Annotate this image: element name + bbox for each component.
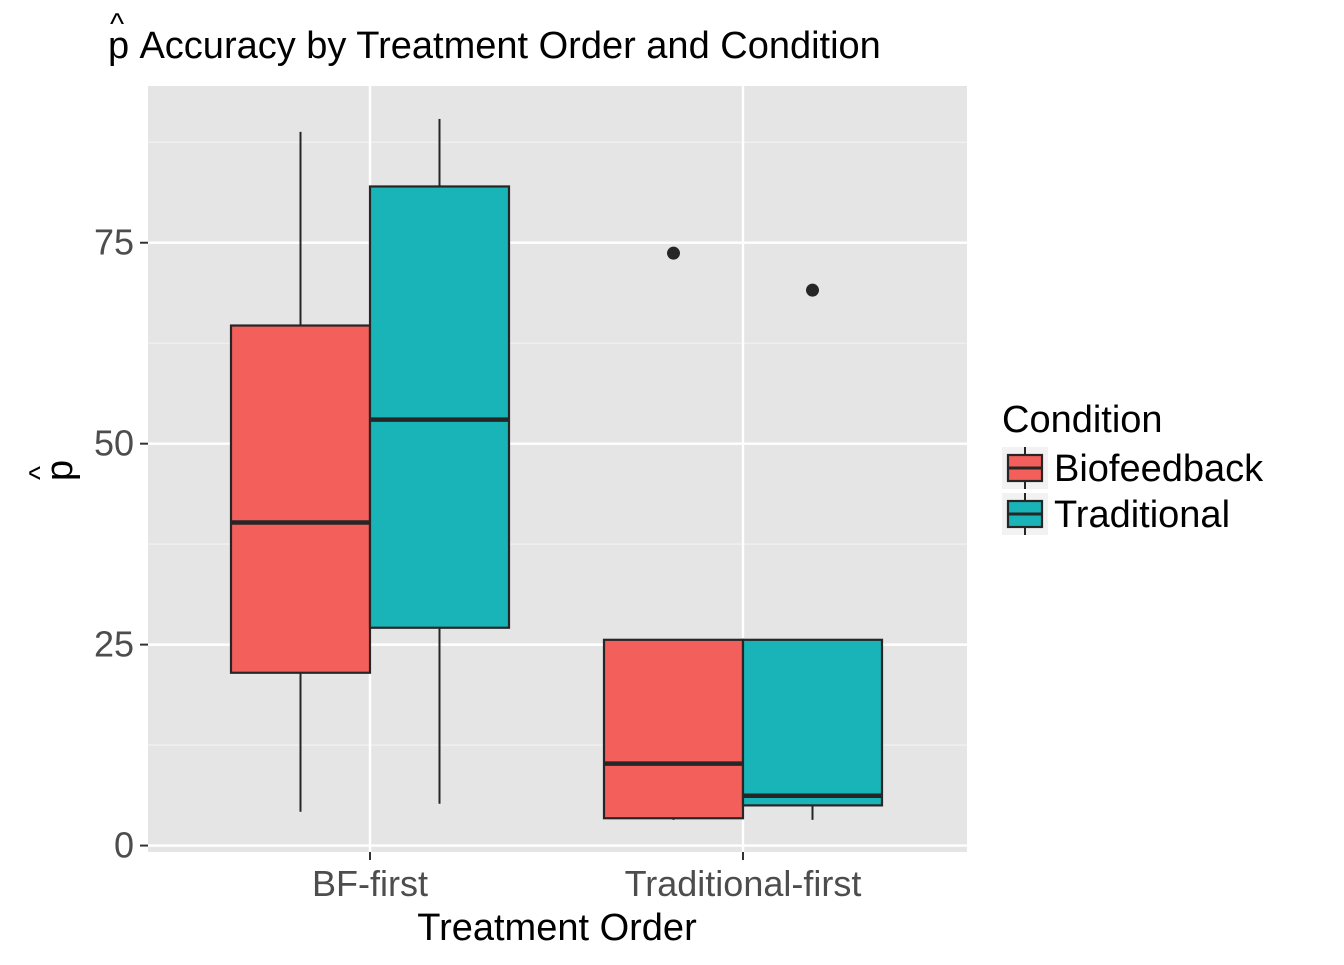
chart-title-mark: ^ <box>110 8 124 41</box>
outlier-point <box>806 283 819 297</box>
chart-title: Accuracy by Treatment Order and Conditio… <box>131 25 881 67</box>
y-axis-label: p ^ <box>24 460 81 481</box>
y-axis-label-letter: p <box>39 460 81 481</box>
box-traditional-bf-first <box>368 118 511 804</box>
y-axis: 0 25 50 75 <box>94 222 148 866</box>
box-iqr <box>741 638 884 807</box>
box-traditional-traditional-first <box>741 283 884 820</box>
y-axis-label-mark: ^ <box>24 466 57 480</box>
box-iqr <box>368 185 511 629</box>
box-iqr <box>602 638 745 820</box>
y-tick-label: 50 <box>94 423 134 464</box>
legend-label: Biofeedback <box>1054 448 1264 490</box>
box-iqr <box>229 324 372 674</box>
legend-label: Traditional <box>1054 494 1230 536</box>
box-group <box>229 118 884 820</box>
outlier-point <box>667 246 680 260</box>
x-tick-label: Traditional-first <box>625 863 862 904</box>
y-tick-label: 75 <box>94 222 134 263</box>
chart-title-letter: p <box>108 25 129 67</box>
y-tick-label: 0 <box>114 825 134 866</box>
y-tick-label: 25 <box>94 624 134 665</box>
x-axis-label: Treatment Order <box>417 907 697 949</box>
box-biofeedback-bf-first <box>229 131 372 812</box>
legend-item-traditional: Traditional <box>1002 493 1230 536</box>
x-tick-label: BF-first <box>312 863 428 904</box>
legend-item-biofeedback: Biofeedback <box>1002 447 1264 490</box>
x-axis: BF-first Traditional-first <box>312 852 861 904</box>
box-biofeedback-traditional-first <box>602 246 745 820</box>
legend-title: Condition <box>1002 399 1163 441</box>
